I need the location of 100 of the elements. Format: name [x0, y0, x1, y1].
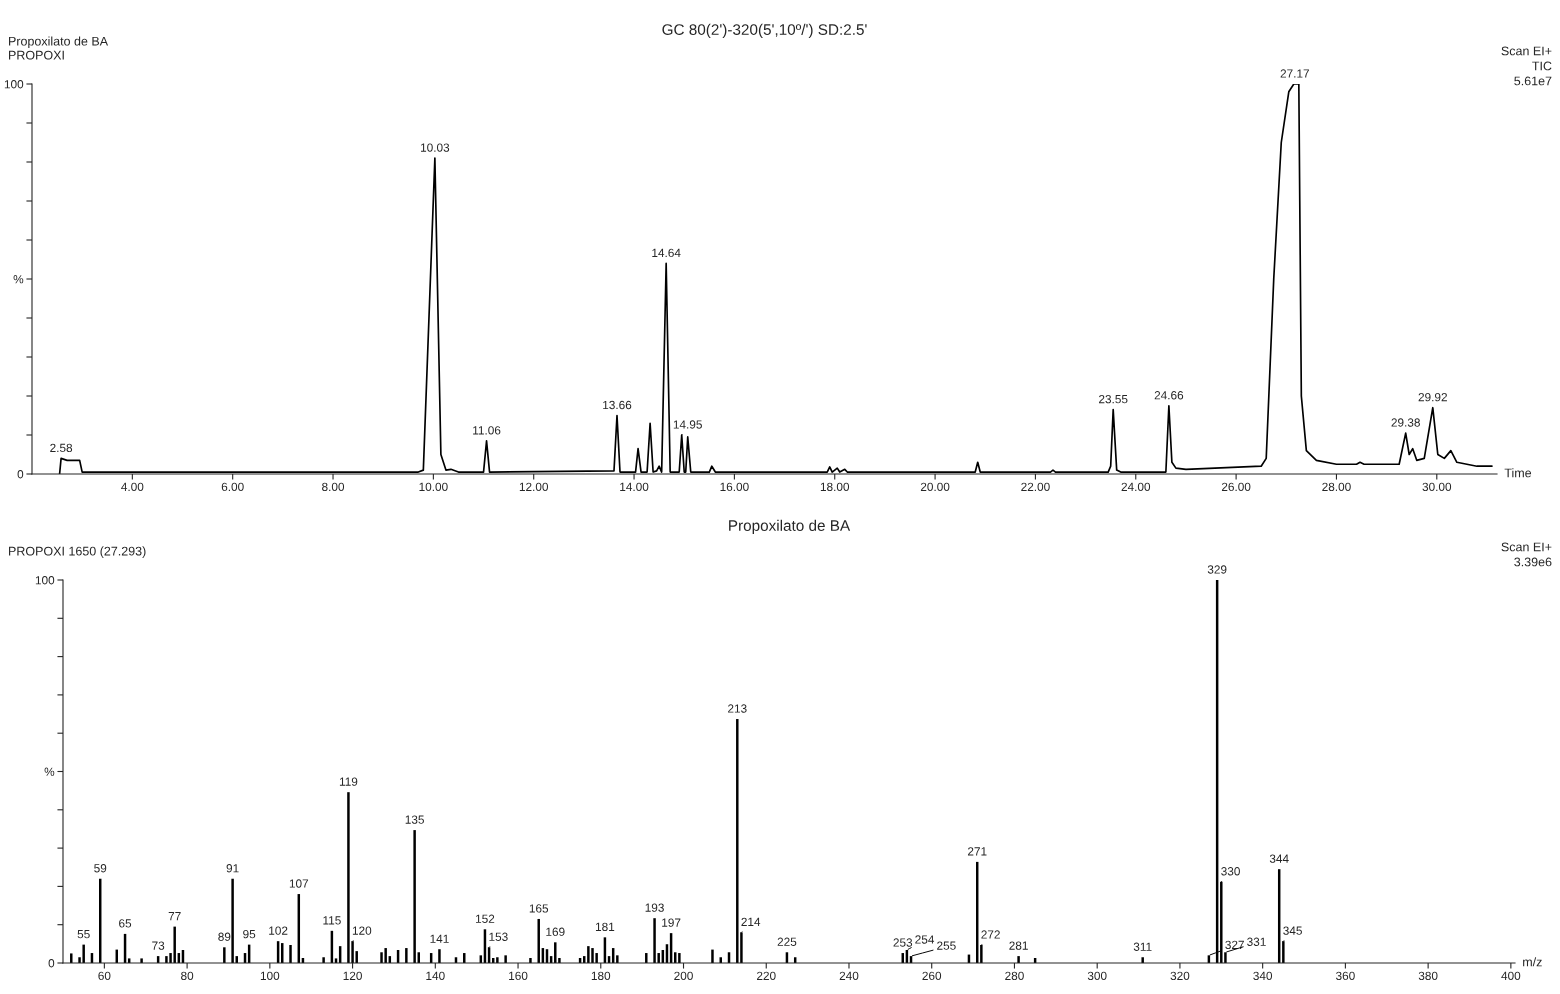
annotation: 14.95 — [673, 420, 702, 429]
bar — [1282, 941, 1285, 963]
text: TIC — [1532, 61, 1552, 71]
x-tick-label: 20.00 — [920, 482, 950, 491]
annotation: 214 — [741, 917, 761, 926]
annotation: 95 — [243, 929, 256, 939]
x-tick-label: 380 — [1418, 971, 1438, 980]
x-tick-label: 260 — [922, 971, 942, 980]
bar — [413, 830, 416, 963]
x-tick-label: 340 — [1253, 971, 1273, 980]
annotation: 14.64 — [652, 248, 681, 258]
annotation: 10.03 — [421, 143, 450, 152]
x-tick-label: 30.00 — [1422, 482, 1452, 491]
bar — [496, 957, 499, 963]
annotation: 272 — [981, 930, 1000, 939]
annotation: 91 — [226, 864, 239, 873]
annotation: 271 — [967, 847, 987, 856]
bar — [529, 958, 532, 963]
x-tick-label: 80 — [181, 971, 194, 980]
annotation: 13.66 — [603, 400, 632, 410]
text: 3.39e6 — [1514, 557, 1552, 567]
x-tick-label: 18.00 — [820, 482, 850, 491]
annotation: 11.06 — [473, 426, 501, 435]
bar — [405, 948, 408, 963]
bar — [322, 957, 325, 963]
chart-title: GC 80(2')-320(5',10º/') SD:2.5' — [662, 23, 867, 38]
bar — [1141, 957, 1144, 963]
annotation: 107 — [289, 879, 309, 888]
x-axis-title: m/z — [1523, 957, 1542, 967]
x-tick-label: 28.00 — [1322, 482, 1351, 491]
bar — [587, 946, 590, 963]
chart-subtitle: PROPOXI 1650 (27.293) — [9, 546, 146, 558]
bar — [591, 948, 594, 963]
annotation: 119 — [339, 777, 358, 786]
annotation: 281 — [1009, 941, 1028, 950]
text: Scan EI+ — [1501, 542, 1552, 552]
x-tick-label: 300 — [1087, 971, 1107, 980]
bar — [537, 918, 540, 963]
bar — [1017, 956, 1020, 963]
annotation: 254 — [915, 935, 935, 944]
annotation: 23.55 — [1099, 394, 1128, 404]
annotation: 29.38 — [1391, 418, 1420, 427]
x-axis-title: Time — [1504, 468, 1532, 478]
annotation: 152 — [476, 914, 495, 923]
x-tick-label: 4.00 — [121, 482, 144, 491]
annotation: 77 — [168, 912, 181, 921]
bar — [645, 953, 648, 963]
annotation: 345 — [1283, 926, 1302, 935]
x-tick-label: 360 — [1336, 971, 1355, 980]
bar — [736, 719, 739, 963]
annotation: 311 — [1133, 942, 1152, 951]
annotation: 27.17 — [1280, 69, 1309, 78]
y-tick-label: 100 — [35, 576, 55, 585]
bar — [438, 949, 441, 963]
annotation: 29.92 — [1418, 393, 1447, 402]
bar — [140, 958, 143, 963]
annotation: 65 — [119, 919, 132, 928]
y-tick-label: % — [13, 275, 24, 284]
annotation: 135 — [405, 815, 424, 824]
annotation: 115 — [323, 916, 341, 925]
annotation: 255 — [937, 941, 956, 950]
bar — [653, 918, 656, 963]
x-tick-label: 280 — [1005, 971, 1024, 980]
bar — [678, 953, 681, 963]
y-tick-label: % — [44, 767, 55, 776]
x-tick-label: 10.00 — [419, 482, 448, 491]
x-tick-label: 6.00 — [221, 482, 244, 491]
annotation: 153 — [489, 932, 508, 941]
annotation: 197 — [662, 918, 681, 927]
annotation: 102 — [269, 926, 288, 935]
bar — [384, 948, 387, 963]
chart-title: Propoxilato de BA — [729, 519, 851, 534]
x-tick-label: 24.00 — [1121, 482, 1151, 491]
x-tick-label: 14.00 — [620, 482, 649, 491]
annotation: 165 — [529, 904, 549, 913]
x-tick-label: 160 — [509, 971, 528, 980]
annotation: 2.58 — [50, 443, 73, 453]
bar — [616, 955, 619, 963]
annotation: 24.66 — [1154, 391, 1184, 400]
bar — [504, 955, 507, 963]
annotation: 329 — [1207, 565, 1227, 574]
annotation: 73 — [152, 941, 165, 950]
x-tick-label: 12.00 — [519, 482, 549, 491]
annotation: 344 — [1269, 854, 1289, 863]
text: 5.61e7 — [1514, 76, 1552, 86]
annotation: 193 — [645, 903, 664, 912]
bar — [231, 878, 234, 963]
x-tick-label: 240 — [839, 971, 859, 980]
annotation: 169 — [546, 927, 565, 936]
bar — [463, 953, 466, 963]
bar — [289, 945, 292, 963]
bar — [82, 944, 85, 963]
annotation: 225 — [777, 937, 797, 946]
x-tick-label: 400 — [1501, 971, 1521, 980]
annotation: 55 — [77, 930, 90, 939]
bar — [380, 952, 383, 963]
x-tick-label: 320 — [1170, 971, 1190, 980]
x-tick-label: 8.00 — [322, 482, 345, 491]
x-tick-label: 200 — [674, 971, 693, 980]
annotation: 141 — [430, 934, 449, 943]
